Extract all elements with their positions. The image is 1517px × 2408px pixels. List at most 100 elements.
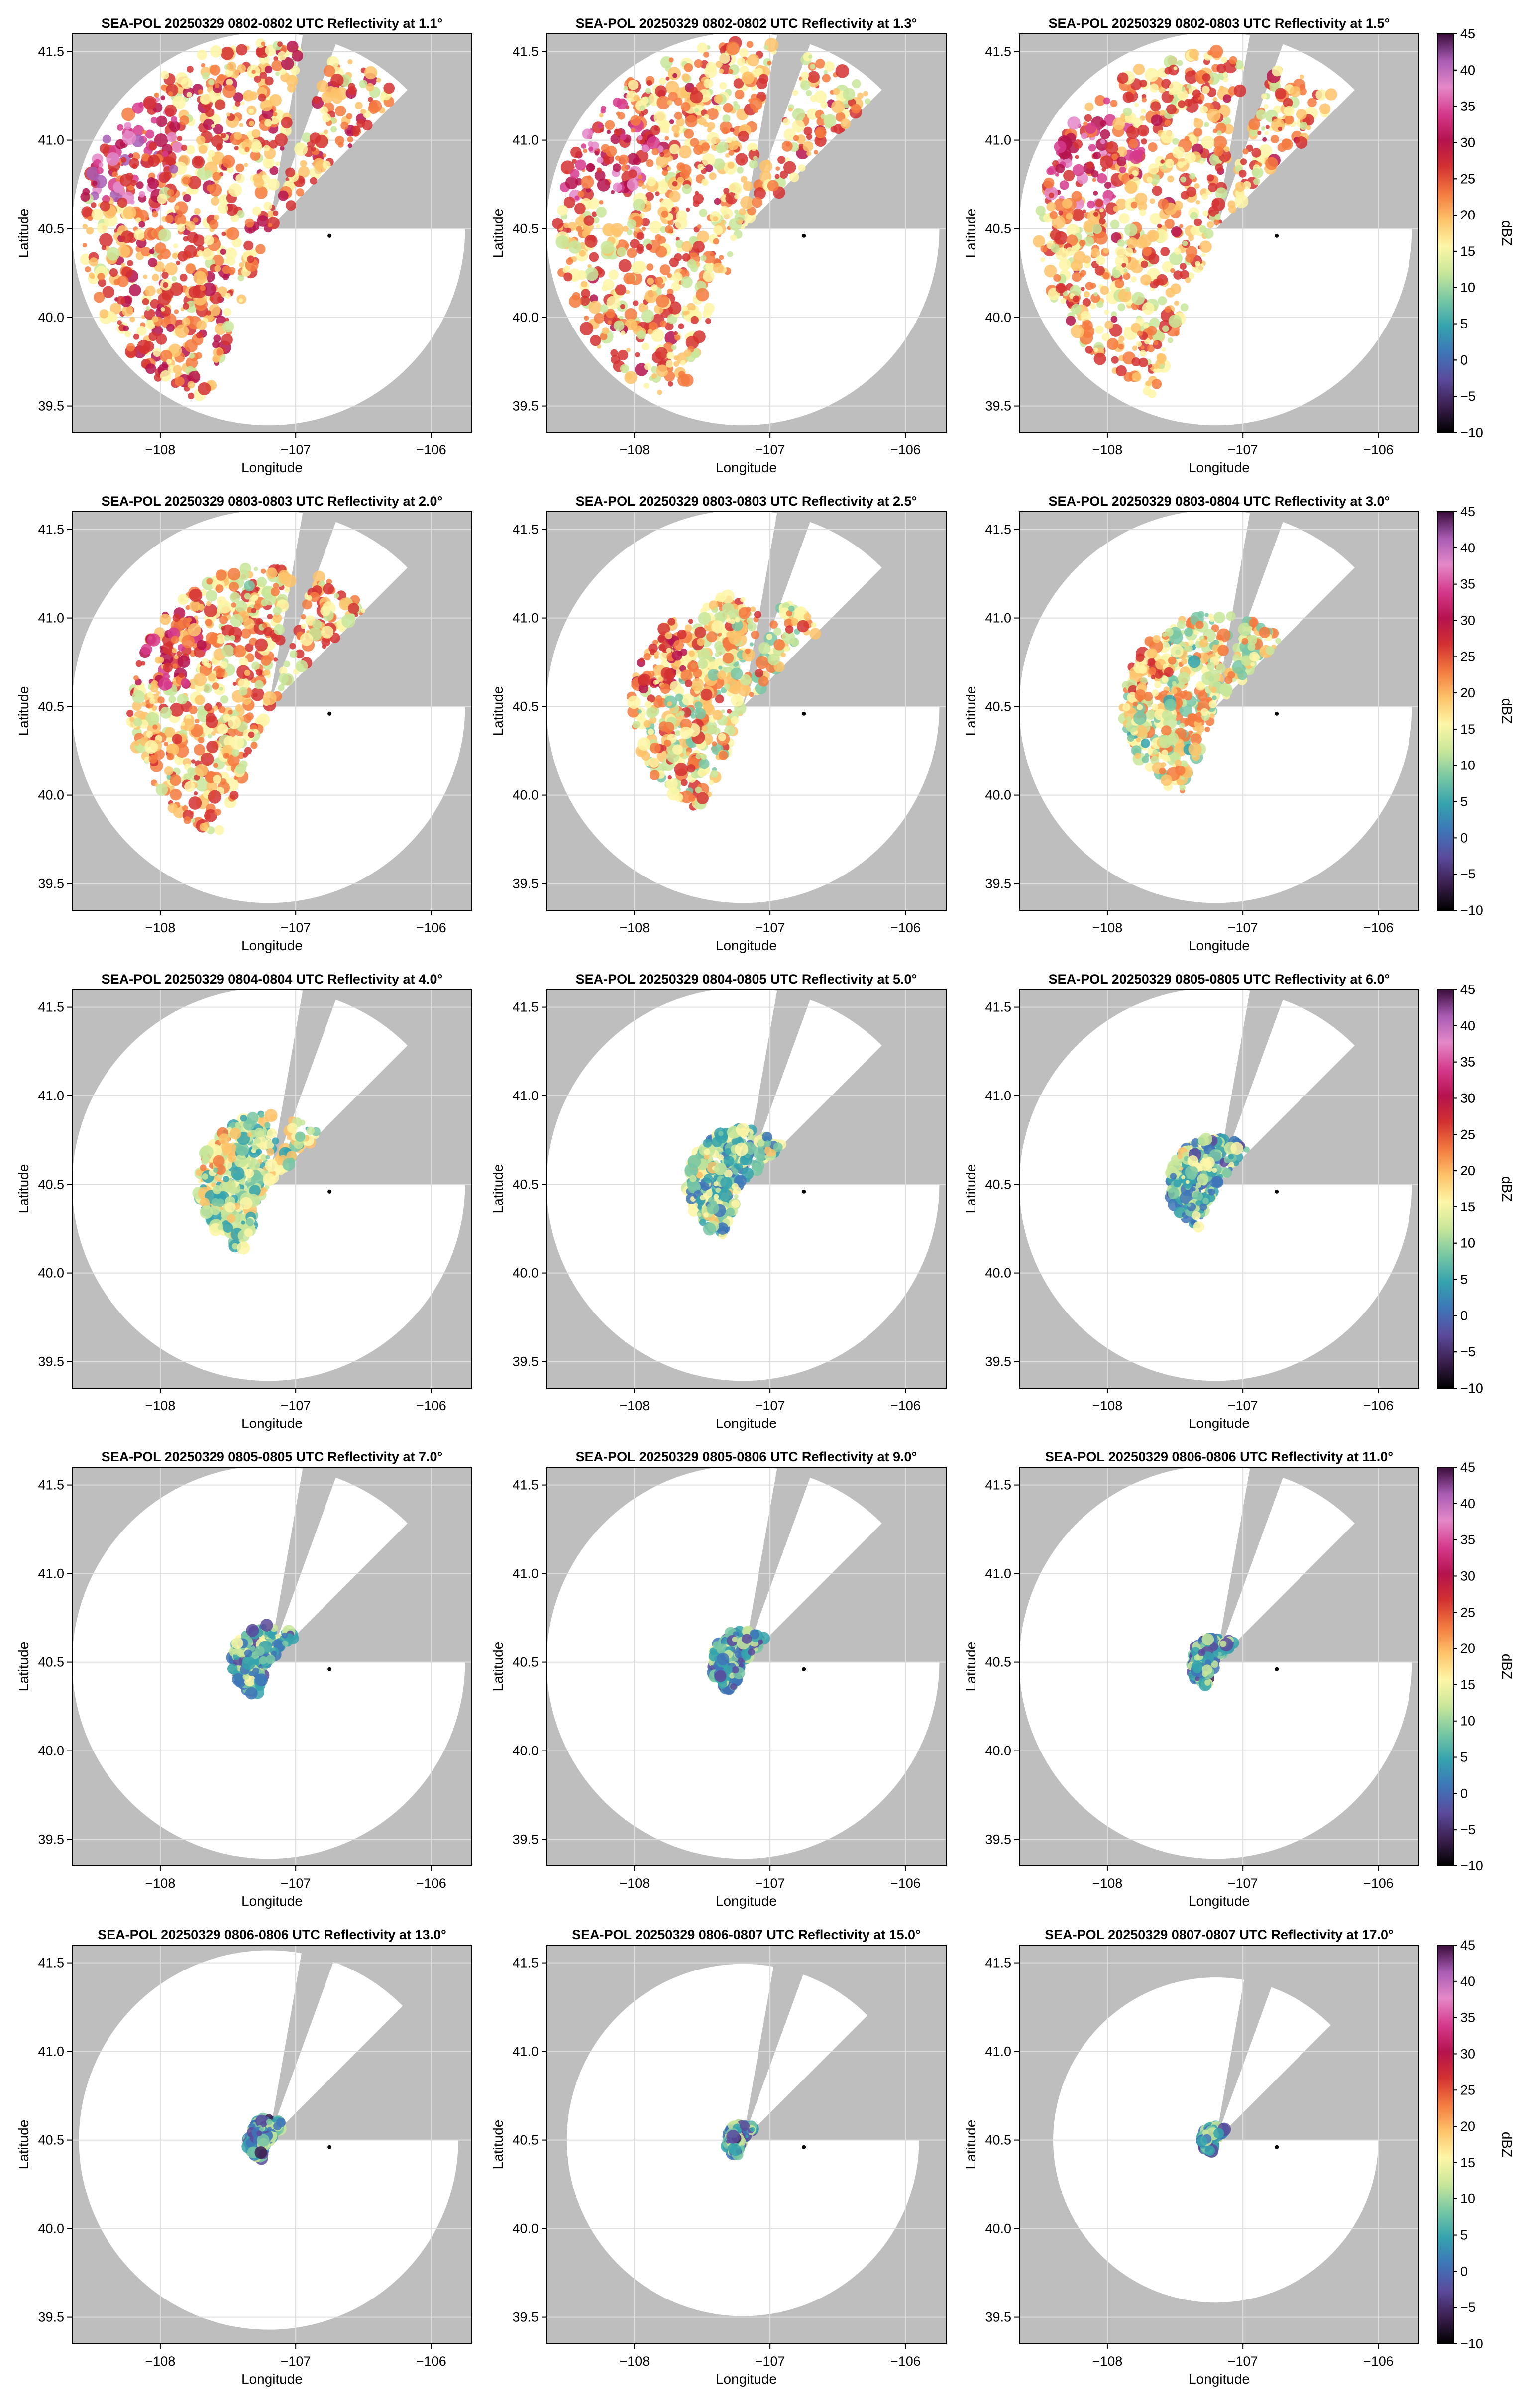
plot-area <box>72 512 472 910</box>
colorbar-gradient <box>1437 1467 1454 1866</box>
colorbar-tick-label: 30 <box>1460 135 1475 150</box>
y-tick-label: 40.5 <box>512 699 539 714</box>
colorbar-tick-label: 5 <box>1460 317 1468 331</box>
subplot-5: SEA-POL 20250329 0803-0803 UTC Reflectiv… <box>490 494 947 953</box>
x-tick-label: −106 <box>890 1876 921 1891</box>
colorbar-label: dBZ <box>1499 2132 1515 2157</box>
colorbar-tick-label: 45 <box>1460 1460 1475 1475</box>
plot-area <box>72 1467 472 1866</box>
x-axis-label: Longitude <box>1189 460 1250 475</box>
x-tick-label: −108 <box>145 920 176 935</box>
plot-area <box>1019 1467 1419 1866</box>
y-axis-label: Latitude <box>963 1164 978 1214</box>
x-tick-label: −106 <box>890 1398 921 1413</box>
x-tick-label: −108 <box>620 920 650 935</box>
subplot-title: SEA-POL 20250329 0806-0807 UTC Reflectiv… <box>572 1927 921 1942</box>
colorbar-tick-label: 20 <box>1460 2119 1475 2134</box>
colorbar-tick-label: −10 <box>1460 903 1483 918</box>
plot-frame <box>1019 1467 1419 1866</box>
subplot-2: SEA-POL 20250329 0802-0802 UTC Reflectiv… <box>490 16 947 475</box>
colorbar-tick-label: 0 <box>1460 1308 1468 1323</box>
subplot-11: SEA-POL 20250329 0805-0806 UTC Reflectiv… <box>490 1449 947 1909</box>
colorbar: 45 40 35 30 25 20 15 10 5 0 −5 −10 dBZ <box>1437 26 1515 440</box>
y-tick-label: 40.0 <box>985 1266 1011 1281</box>
colorbar-tick-label: 25 <box>1460 2082 1475 2097</box>
subplot-title: SEA-POL 20250329 0802-0802 UTC Reflectiv… <box>102 16 443 31</box>
x-axis-label: Longitude <box>1189 938 1250 953</box>
colorbar-tick-label: −5 <box>1460 867 1476 881</box>
y-axis-label: Latitude <box>490 1642 506 1692</box>
colorbar-gradient <box>1437 511 1454 911</box>
subplot-10: SEA-POL 20250329 0805-0805 UTC Reflectiv… <box>16 1449 472 1909</box>
y-tick-label: 41.5 <box>38 1956 64 1970</box>
colorbar: 45 40 35 30 25 20 15 10 5 0 −5 −10 dBZ <box>1437 1938 1515 2351</box>
subplot-3: SEA-POL 20250329 0802-0803 UTC Reflectiv… <box>963 16 1515 475</box>
colorbar-tick-label: 15 <box>1460 1200 1475 1214</box>
x-axis-label: Longitude <box>1189 2371 1250 2387</box>
radar-site-marker <box>327 1189 332 1194</box>
subplot-title: SEA-POL 20250329 0805-0806 UTC Reflectiv… <box>576 1449 917 1464</box>
colorbar-tick-label: −5 <box>1460 389 1476 404</box>
subplot-14: SEA-POL 20250329 0806-0807 UTC Reflectiv… <box>490 1927 947 2387</box>
reflectivity-echoes <box>192 1109 321 1255</box>
radar-site-marker <box>327 233 332 238</box>
colorbar: 45 40 35 30 25 20 15 10 5 0 −5 −10 dBZ <box>1437 982 1515 1396</box>
y-tick-label: 41.0 <box>985 1566 1011 1581</box>
subplot-title: SEA-POL 20250329 0804-0804 UTC Reflectiv… <box>102 972 443 986</box>
y-axis-label: Latitude <box>16 1164 31 1214</box>
y-axis-label: Latitude <box>16 1642 31 1692</box>
subplot-title: SEA-POL 20250329 0803-0803 UTC Reflectiv… <box>102 494 443 509</box>
plot-frame <box>72 511 472 911</box>
reflectivity-echoes <box>721 2119 759 2161</box>
plot-area <box>72 989 472 1388</box>
reflectivity-echoes <box>627 589 821 811</box>
colorbar-tick-label: −5 <box>1460 1344 1476 1359</box>
radar-site-marker <box>802 711 806 716</box>
plot-frame <box>546 33 947 433</box>
y-tick-label: 41.5 <box>985 1956 1011 1970</box>
y-tick-label: 40.0 <box>512 2221 539 2236</box>
reflectivity-echoes <box>1186 1632 1239 1691</box>
plot-area <box>1019 989 1419 1388</box>
subplot-title: SEA-POL 20250329 0805-0805 UTC Reflectiv… <box>1049 972 1390 986</box>
y-tick-label: 39.5 <box>512 1832 539 1847</box>
y-tick-label: 40.5 <box>512 2133 539 2148</box>
y-tick-label: 41.5 <box>38 1000 64 1015</box>
plot-area <box>72 34 472 433</box>
colorbar: 45 40 35 30 25 20 15 10 5 0 −5 −10 dBZ <box>1437 1460 1515 1873</box>
x-tick-label: −107 <box>755 1398 785 1413</box>
y-tick-label: 40.0 <box>38 788 64 803</box>
radar-site-marker <box>1275 2145 1279 2149</box>
colorbar-tick-label: 20 <box>1460 1163 1475 1178</box>
x-tick-label: −106 <box>416 1398 446 1413</box>
x-tick-label: −108 <box>620 2354 650 2369</box>
y-tick-label: 41.5 <box>985 522 1011 537</box>
reflectivity-echoes <box>1165 1132 1250 1233</box>
subplot-title: SEA-POL 20250329 0806-0806 UTC Reflectiv… <box>1045 1449 1393 1464</box>
colorbar-tick-label: 10 <box>1460 280 1475 295</box>
radar-site-marker <box>327 711 332 716</box>
colorbar-tick-label: 5 <box>1460 794 1468 809</box>
colorbar-tick-label: 10 <box>1460 758 1475 773</box>
plot-area <box>72 1945 472 2344</box>
x-tick-label: −106 <box>416 442 446 457</box>
colorbar-tick-label: −5 <box>1460 1822 1476 1837</box>
colorbar-tick-label: 40 <box>1460 1496 1475 1511</box>
x-tick-label: −107 <box>1228 2354 1258 2369</box>
y-tick-label: 39.5 <box>512 876 539 891</box>
x-tick-label: −107 <box>755 920 785 935</box>
colorbar-tick-label: 25 <box>1460 171 1475 186</box>
y-axis-label: Latitude <box>963 209 978 258</box>
y-tick-label: 41.0 <box>38 1566 64 1581</box>
colorbar-label: dBZ <box>1499 1176 1515 1202</box>
plot-area <box>546 1467 946 1866</box>
x-tick-label: −107 <box>1228 1398 1258 1413</box>
y-tick-label: 41.0 <box>512 133 539 148</box>
subplot-15: SEA-POL 20250329 0807-0807 UTC Reflectiv… <box>963 1927 1515 2387</box>
y-tick-label: 40.5 <box>512 221 539 236</box>
plot-area <box>1019 1945 1419 2344</box>
y-tick-label: 41.0 <box>985 133 1011 148</box>
y-tick-label: 40.0 <box>512 310 539 325</box>
colorbar-tick-label: 20 <box>1460 1641 1475 1656</box>
y-tick-label: 41.5 <box>985 44 1011 59</box>
